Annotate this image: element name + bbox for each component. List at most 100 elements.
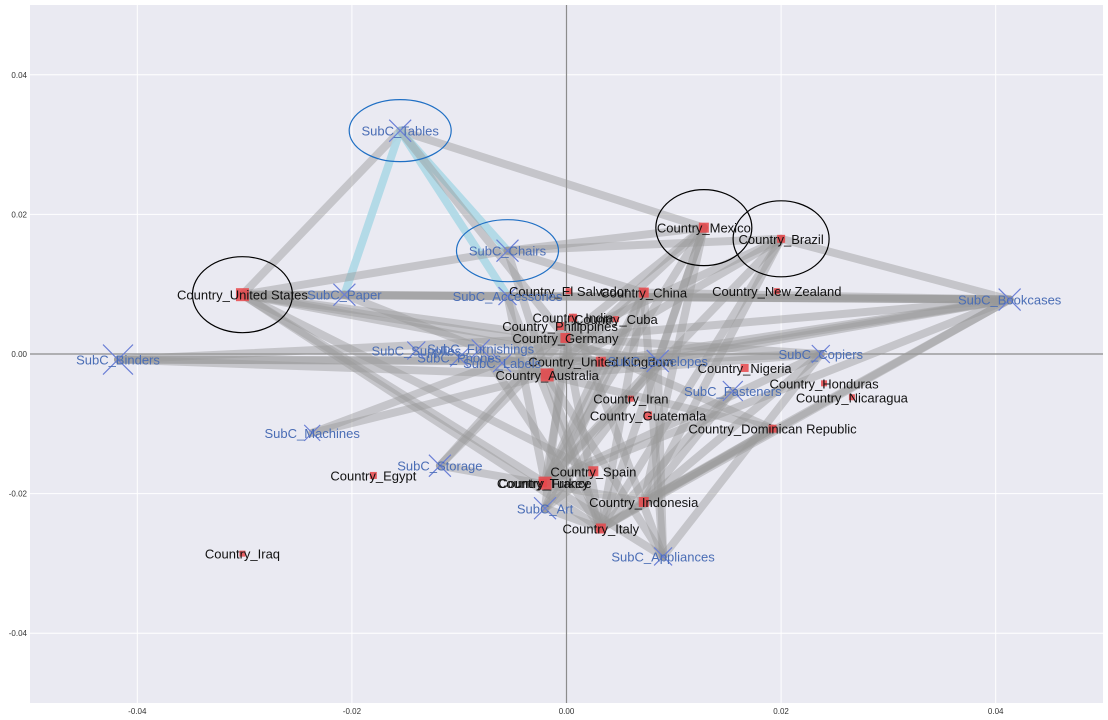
marker-country-nicaragua [848,394,855,401]
zero-axis-lines [30,5,1103,703]
edge-subc-bookcases-country-indonesia [639,295,1014,506]
edge-country-china-country-italy [596,288,648,533]
circle-country-brazil [732,200,830,278]
edge-country-germany-country-italy [561,333,605,533]
marker-country-honduras [821,380,828,387]
edge-country-mexico-country-italy [596,223,708,533]
label-country-china: Country_China [600,286,687,301]
label-country-indonesia: Country_Indonesia [589,495,699,510]
marker-country-united-kingdom [595,356,606,367]
edge-country-dominican-republic-country-australia [543,370,777,433]
edge-subc-furnishings-country-italy [476,344,605,533]
edge-country-united-states-subc-accessories [238,290,512,301]
edge-country-australia-subc-appliances [543,370,668,561]
point-labels: Country_United StatesCountry_MexicoCount… [76,124,1062,565]
edge-subc-copiers-subc-appliances [659,350,825,561]
edge-subc-copiers-country-france [541,350,825,488]
marker-subc-machines [303,424,321,442]
edge-subc-tables-country-united-states [238,126,405,299]
label-country-philippines: Country_Philippines [502,319,618,334]
label-country-france: Country_France [498,476,591,491]
edge-country-dominican-republic-country-germany [561,333,777,433]
edge-subc-art-country-italy [541,504,605,533]
label-country-cuba: Country_Cuba [574,312,659,327]
label-subc-binders: SubC_Binders [76,353,160,368]
edge-country-united-states-country-spain [238,290,598,476]
edge-subc-copiers-country-australia [543,350,825,379]
marker-subc-accessories [498,286,517,306]
edge-lines [113,126,1014,561]
marker-stroke [102,344,134,376]
marker-stroke [533,496,557,520]
edge-country-brazil-subc-bookcases [777,234,1014,304]
label-subc-art: SubC_Art [517,501,574,516]
label-country-germany: Country_Germany [512,331,619,346]
marker-stroke [998,288,1022,311]
x-tick-label: 0.00 [559,707,575,716]
marker-subc-chairs [496,239,519,263]
y-tick-label: -0.04 [9,629,28,638]
edge-subc-chairs-country-united-states [238,246,512,299]
label-subc-fasteners: SubC_Fasteners [684,384,782,399]
marker-country-china [638,287,649,298]
marker-stroke [303,424,321,442]
label-country-nigeria: Country_Nigeria [698,361,793,376]
edge-country-mexico-country-germany [561,223,708,342]
label-subc-supplies: SubC_Supplies [371,344,461,359]
edge-subc-bookcases-country-france [541,295,1014,488]
marker-country-guatemala [644,411,653,420]
label-country-iraq: Country_Iraq [205,547,280,562]
edge-subc-tables-subc-chairs [396,126,512,255]
marker-country-india [568,313,577,322]
marker-stroke [406,341,426,360]
edge-country-dominican-republic-country-indonesia [639,424,777,506]
edge-country-mexico-subc-envelopes [653,223,708,365]
marker-stroke [496,239,519,263]
marker-country-mexico [698,222,709,233]
edge-subc-tables-subc-paper [340,126,405,299]
marker-country-iran [627,395,634,402]
highlight-circles [191,99,830,334]
label-subc-storage: SubC_Storage [397,459,482,474]
edge-subc-binders-country-germany [113,333,570,364]
marker-country-philippines [556,322,565,331]
marker-subc-labels [492,353,512,373]
x-tick-label: 0.02 [773,707,789,716]
label-country-iran: Country_Iran [593,392,668,407]
edge-subc-binders-country-united-kingdom [113,355,605,366]
marker-country-france [538,476,552,490]
marker-stroke [498,286,517,306]
marker-country-australia [540,368,554,382]
marker-country-germany [560,332,571,343]
y-tick-label: -0.02 [9,490,28,499]
edge-subc-accessories-country-italy [503,292,605,533]
marker-subc-supplies [406,341,426,360]
marker-subc-appliances [653,546,673,566]
edge-country-mexico-country-france [541,223,708,488]
marker-subc-fasteners [722,380,744,402]
edge-country-united-states-country-united-kingdom [238,290,605,366]
edge-country-brazil-country-france [541,234,786,488]
edge-country-china-country-australia [543,288,648,379]
x-tick-label: -0.02 [343,707,362,716]
marker-stroke [471,338,491,358]
marker-subc-bookcases [998,288,1022,311]
edge-country-australia-country-italy [543,370,605,533]
edge-subc-supplies-country-australia [412,346,552,379]
y-tick-label: 0.00 [11,350,27,359]
edge-subc-bookcases-country-germany [561,295,1014,342]
edge-subc-paper-country-australia [340,290,552,379]
label-country-nicaragua: Country_Nicaragua [796,390,909,405]
edge-subc-chairs-country-mexico [503,223,708,255]
edge-country-china-country-france [541,288,648,488]
marker-country-spain [588,466,599,477]
y-tick-label: 0.02 [11,210,27,219]
marker-stroke [332,283,356,307]
edge-country-mexico-country-indonesia [639,223,708,506]
edge-country-spain-subc-art [541,467,598,513]
marker-stroke [388,119,412,143]
marker-country-united-states [235,288,249,302]
edge-subc-bookcases-country-italy [596,295,1014,533]
circle-subc-chairs [455,219,560,283]
label-country-el-salvador: Country_El Salvador [509,284,629,299]
